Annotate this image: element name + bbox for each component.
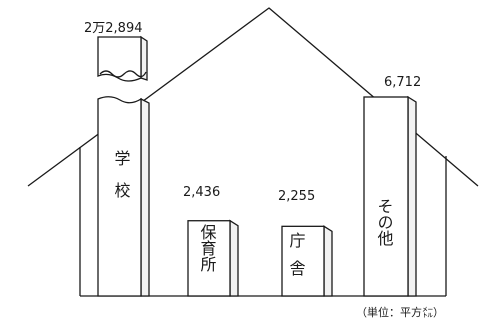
- value-labels: 2万2,894 2,436 2,255 6,712: [84, 21, 421, 204]
- value-label-school: 2万2,894: [84, 21, 143, 36]
- bars-group: [97, 35, 417, 297]
- bar-nursery: [187, 219, 239, 297]
- category-labels: 学校 保育所 庁舎 その他: [112, 150, 394, 288]
- bar-other-side: [407, 95, 417, 297]
- bar-nursery-front: [187, 220, 231, 297]
- bar-office-side: [323, 225, 333, 297]
- category-label-office: 庁舎: [287, 232, 306, 288]
- bar-school-lower: [97, 96, 142, 297]
- bar-office: [281, 225, 333, 297]
- bar-school-side: [140, 97, 150, 297]
- category-label-school: 学校: [112, 150, 131, 214]
- bar-other-front: [363, 96, 409, 297]
- category-label-nursery: 保育所: [198, 224, 217, 272]
- value-label-nursery: 2,436: [183, 185, 220, 200]
- bar-nursery-side: [229, 219, 239, 297]
- bar-school-cap-side: [140, 35, 148, 81]
- bar-office-front: [281, 225, 325, 297]
- unit-note: （単位：平方㍍）: [356, 305, 444, 319]
- value-label-other: 6,712: [384, 75, 421, 90]
- value-label-office: 2,255: [278, 189, 315, 204]
- bar-school: [97, 35, 150, 297]
- category-label-other: その他: [375, 198, 394, 247]
- bar-other: [363, 95, 417, 297]
- bar-school-cap: [97, 36, 142, 82]
- bar-school-break-mark: [99, 70, 147, 78]
